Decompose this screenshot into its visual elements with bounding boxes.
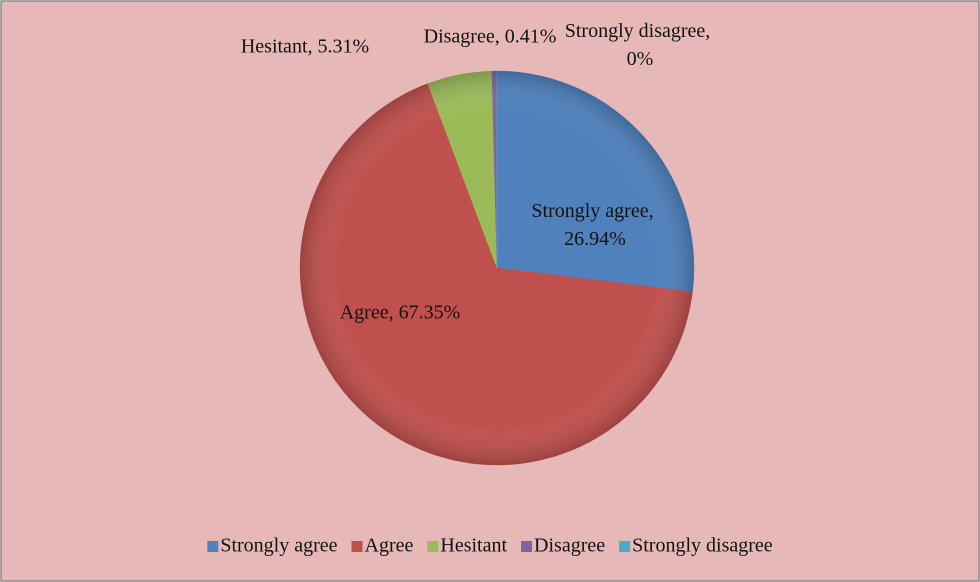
data-label: Hesitant, 5.31%: [241, 36, 369, 58]
data-label: Disagree, 0.41%: [424, 26, 557, 48]
legend-label: Hesitant: [440, 535, 507, 557]
legend-swatch: [207, 541, 219, 552]
legend-label: Agree: [365, 535, 414, 557]
legend-label: Strongly agree: [220, 535, 337, 557]
data-label: Agree, 67.35%: [340, 302, 461, 324]
legend-label: Disagree: [534, 535, 605, 557]
legend-label: Strongly disagree: [632, 535, 773, 557]
legend-swatch: [521, 541, 533, 552]
legend-swatch: [619, 541, 631, 552]
data-label: Strongly disagree, 0%: [565, 20, 716, 70]
legend: Strongly agree Agree Hesitant Disagree Stron…: [207, 535, 773, 557]
data-label: Strongly agree, 26.94%: [531, 200, 658, 250]
legend-swatch: [351, 541, 363, 552]
legend-swatch: [427, 541, 439, 552]
